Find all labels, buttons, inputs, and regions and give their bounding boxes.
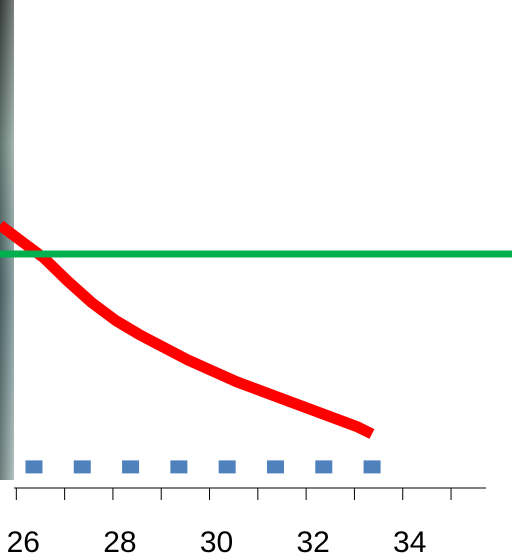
x-tick-label: 28 xyxy=(103,526,136,557)
series-point-blue xyxy=(266,460,284,474)
series-point-blue xyxy=(25,460,43,474)
series-line-red xyxy=(0,220,375,439)
x-tick-label: 34 xyxy=(393,526,426,557)
series-point-blue xyxy=(73,460,91,474)
series-point-blue xyxy=(218,460,236,474)
background-photo-strip xyxy=(0,0,14,480)
plot-area xyxy=(0,220,512,474)
series-point-blue xyxy=(315,460,333,474)
series-point-blue xyxy=(122,460,140,474)
series-point-blue xyxy=(170,460,188,474)
x-tick-label: 30 xyxy=(200,526,233,557)
x-axis: 26 28 30 32 34 xyxy=(7,487,486,557)
x-tick-label: 32 xyxy=(296,526,329,557)
x-tick-label: 26 xyxy=(7,526,40,557)
series-point-blue xyxy=(363,460,381,474)
